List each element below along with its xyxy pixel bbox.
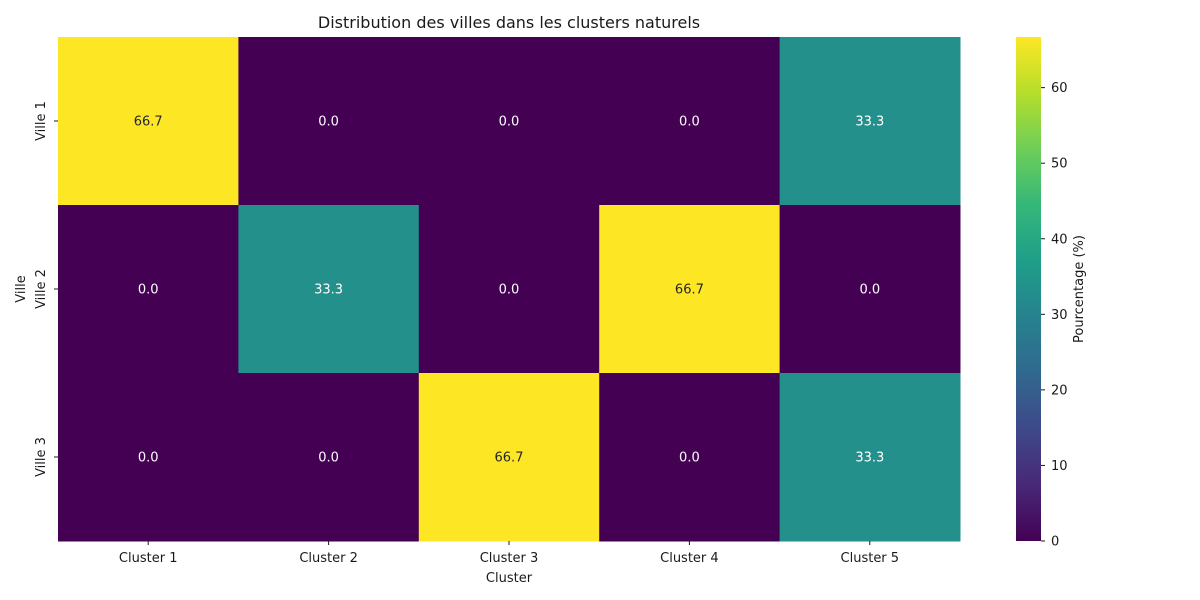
colorbar-tick-label: 20 (1051, 383, 1068, 398)
heatmap-cell (418, 373, 600, 542)
heatmap-cell (599, 205, 781, 374)
heatmap-cell (599, 37, 781, 206)
cell-value-label: 0.0 (138, 283, 159, 298)
heatmap-cell (779, 37, 961, 206)
colorbar-tick-label: 0 (1051, 535, 1059, 550)
colorbar-tick-label: 60 (1051, 81, 1068, 96)
x-tick-label: Cluster 5 (841, 551, 900, 566)
cell-value-label: 33.3 (855, 115, 884, 130)
cell-value-label: 0.0 (859, 283, 880, 298)
heatmap-cell (58, 37, 239, 206)
y-tick-label: Ville 2 (34, 269, 49, 309)
y-tick-label: Ville 1 (34, 101, 49, 141)
x-axis-label: Cluster (486, 571, 533, 586)
heatmap-cell (599, 373, 781, 542)
colorbar: 0 10 20 30 40 50 60 (1016, 37, 1068, 550)
cell-value-label: 66.7 (134, 115, 163, 130)
x-axis-ticks: Cluster 1 Cluster 2 Cluster 3 Cluster 4 Clus… (119, 541, 899, 566)
heatmap-cell (58, 205, 239, 374)
cell-value-label: 0.0 (679, 115, 700, 130)
cell-value-label: 0.0 (499, 283, 520, 298)
heatmap-cell (418, 37, 600, 206)
y-tick-label: Ville 3 (34, 437, 49, 477)
x-tick-label: Cluster 4 (660, 551, 719, 566)
heatmap-cell (418, 205, 600, 374)
heatmap-cell (238, 205, 420, 374)
chart-title: Distribution des villes dans les cluster… (318, 13, 700, 32)
cell-value-label: 0.0 (318, 451, 339, 466)
x-tick-label: Cluster 2 (299, 551, 358, 566)
heatmap-cell (238, 37, 420, 206)
cell-value-label: 0.0 (679, 451, 700, 466)
cell-value-label: 0.0 (499, 115, 520, 130)
cell-value-label: 0.0 (138, 451, 159, 466)
colorbar-label: Pourcentage (%) (1072, 235, 1087, 343)
cell-value-label: 66.7 (495, 451, 524, 466)
heatmap-cell (779, 373, 961, 542)
cell-value-label: 0.0 (318, 115, 339, 130)
colorbar-tick-label: 50 (1051, 157, 1068, 172)
y-axis-ticks: Ville 1 Ville 2 Ville 3 (34, 101, 58, 477)
colorbar-tick-label: 10 (1051, 459, 1068, 474)
cell-value-label: 66.7 (675, 283, 704, 298)
y-axis-label: Ville (14, 275, 29, 302)
heatmap-cell (238, 373, 420, 542)
colorbar-tick-label: 30 (1051, 308, 1068, 323)
cell-value-label: 33.3 (314, 283, 343, 298)
cell-value-label: 33.3 (855, 451, 884, 466)
x-tick-label: Cluster 1 (119, 551, 178, 566)
colorbar-tick-label: 40 (1051, 232, 1068, 247)
x-tick-label: Cluster 3 (480, 551, 539, 566)
heatmap-cell (58, 373, 239, 542)
heatmap-cells: 66.7 0.0 0.0 0.0 33.3 0.0 33.3 0.0 66.7 0.0 0.0 0.0… (58, 37, 961, 542)
heatmap-cell (779, 205, 961, 374)
colorbar-gradient (1016, 37, 1041, 541)
